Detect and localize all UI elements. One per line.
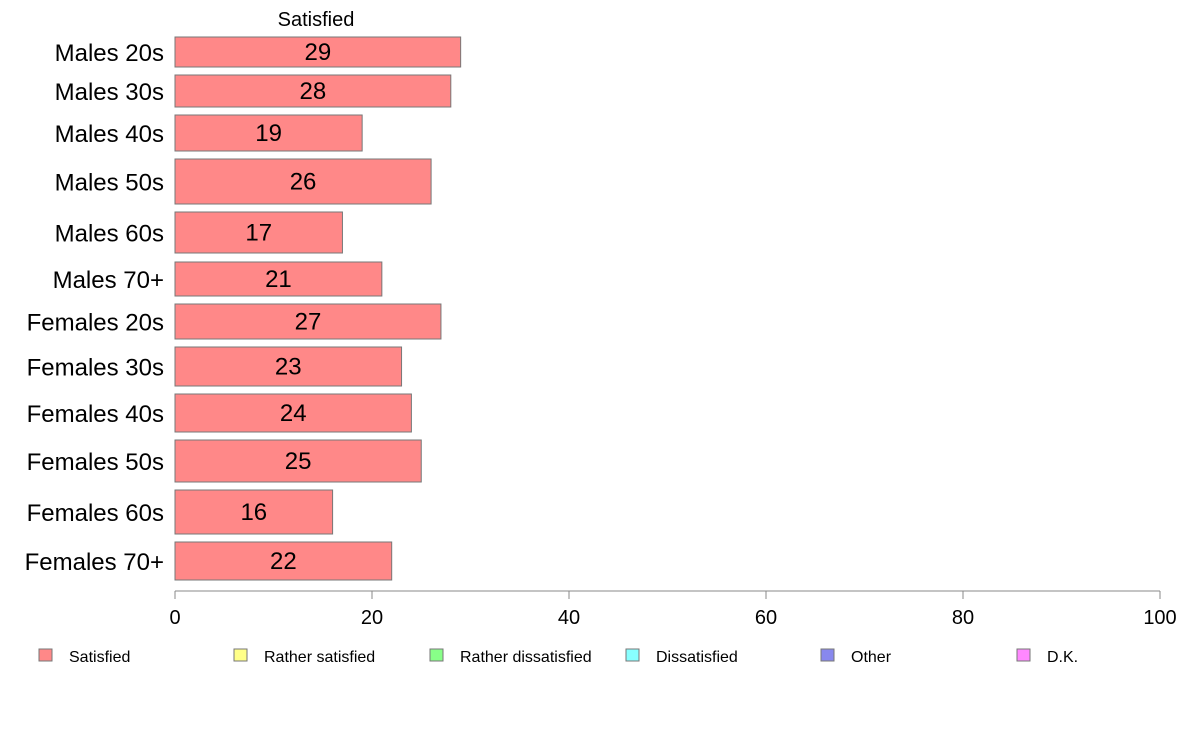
bar-females-60s-0 xyxy=(174,489,334,535)
bar-value-label: 23 xyxy=(275,354,302,381)
legend-swatch xyxy=(820,648,835,662)
legend-swatch xyxy=(429,648,444,662)
legend: Satisfied Rather satisfied Rather dissatis… xyxy=(38,648,1078,666)
legend-label: Dissatisfied xyxy=(656,649,738,666)
category-label: Males 40s xyxy=(55,121,164,148)
legend-label: Rather dissatisfied xyxy=(460,649,592,666)
bar-females-20s-0 xyxy=(174,303,442,340)
legend-swatch xyxy=(625,648,640,662)
x-tick-label: 80 xyxy=(952,607,974,629)
bar-males-50s-0 xyxy=(174,158,432,205)
category-label: Males 20s xyxy=(55,40,164,67)
category-label: Males 60s xyxy=(55,221,164,248)
category-label: Males 30s xyxy=(55,79,164,106)
x-axis: 0 20 40 60 80 100 xyxy=(169,590,1177,629)
bar-value-label: 24 xyxy=(280,400,307,427)
series-header: Satisfied xyxy=(278,9,355,31)
legend-swatch xyxy=(38,648,53,662)
legend-swatch xyxy=(233,648,248,662)
x-tick-label: 60 xyxy=(755,607,777,629)
legend-label: Satisfied xyxy=(69,649,130,666)
bar-value-label: 17 xyxy=(245,220,272,247)
legend-label: Rather satisfied xyxy=(264,649,375,666)
x-tick-label: 100 xyxy=(1143,607,1176,629)
bar-value-label: 28 xyxy=(300,78,327,105)
bar-value-label: 25 xyxy=(285,448,312,475)
category-label: Females 30s xyxy=(27,355,164,382)
y-axis-labels: Males 20s Males 30s Males 40s Males 50s Male… xyxy=(25,40,164,576)
legend-label: D.K. xyxy=(1047,649,1078,666)
x-tick-label: 20 xyxy=(361,607,383,629)
bar-males-70--0 xyxy=(174,261,383,297)
bar-females-40s-0 xyxy=(174,393,412,433)
category-label: Females 20s xyxy=(27,310,164,337)
bar-value-label: 16 xyxy=(240,499,267,526)
bar-value-label: 22 xyxy=(270,548,297,575)
bar-males-60s-0 xyxy=(174,211,343,254)
category-label: Males 50s xyxy=(55,170,164,197)
legend-swatch xyxy=(1016,648,1031,662)
bar-value-label: 19 xyxy=(255,120,282,147)
legend-label: Other xyxy=(851,649,892,666)
bar-value-label: 26 xyxy=(290,169,317,196)
category-label: Females 40s xyxy=(27,401,164,428)
bar-value-label: 21 xyxy=(265,266,292,293)
bar-males-30s-0 xyxy=(174,74,452,108)
bar-value-label: 27 xyxy=(295,309,322,336)
bar-females-70--0 xyxy=(174,541,393,581)
bar-females-30s-0 xyxy=(174,346,403,387)
bar-males-40s-0 xyxy=(174,114,363,152)
category-label: Females 70+ xyxy=(25,549,164,576)
category-label: Males 70+ xyxy=(53,267,164,294)
bar-females-50s-0 xyxy=(174,439,422,483)
bar-males-20s-0 xyxy=(174,36,462,68)
bar-value-label: 29 xyxy=(304,39,331,66)
x-tick-label: 40 xyxy=(558,607,580,629)
category-label: Females 50s xyxy=(27,449,164,476)
category-label: Females 60s xyxy=(27,500,164,527)
x-tick-label: 0 xyxy=(169,607,180,629)
